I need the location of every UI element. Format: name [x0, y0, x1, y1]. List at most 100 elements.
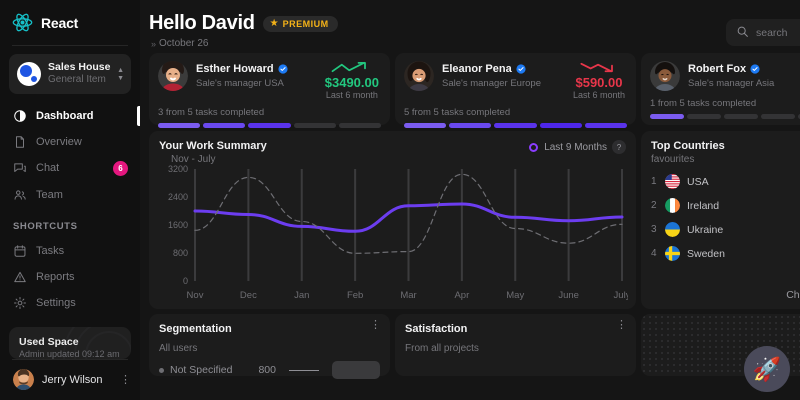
- more-vertical-icon[interactable]: ⋮: [616, 319, 627, 331]
- svg-text:Nov: Nov: [187, 290, 204, 301]
- stat-card-tasks-text: 5 from 5 tasks completed: [404, 107, 511, 118]
- sidebar-item-reports[interactable]: Reports: [0, 264, 140, 290]
- country-name: Ukraine: [687, 223, 724, 236]
- sidebar: React Sales House General Item ▲ ▼: [0, 0, 140, 400]
- stat-card-progress: [650, 114, 800, 119]
- svg-text:Dec: Dec: [240, 290, 257, 301]
- panel-subtitle: All users: [159, 343, 198, 354]
- stat-card-role: Sale's manager Europe: [442, 78, 541, 90]
- progress-segment: [687, 114, 721, 119]
- sidebar-item-label: Reports: [36, 270, 75, 283]
- svg-text:Jan: Jan: [294, 290, 309, 301]
- progress-segment: [203, 123, 246, 128]
- country-name: USA: [687, 175, 709, 188]
- dashboard-icon: [13, 109, 27, 123]
- panel-subtitle: favourites: [651, 154, 695, 165]
- stat-card-tasks-text: 3 from 5 tasks completed: [158, 107, 265, 118]
- stat-card-role: Sale's manager USA: [196, 78, 284, 90]
- check-all-button[interactable]: Check All: [786, 289, 800, 301]
- satisfaction-panel: Satisfaction ⋮ From all projects: [395, 314, 636, 376]
- more-vertical-icon[interactable]: ⋮: [120, 373, 131, 386]
- country-row-ukraine[interactable]: 3 Ukraine: [651, 222, 800, 237]
- svg-text:2400: 2400: [168, 192, 188, 202]
- progress-segment: [539, 123, 582, 128]
- country-rank: 2: [651, 200, 657, 211]
- legend-value: 800: [258, 364, 276, 376]
- sidebar-item-overview[interactable]: Overview: [0, 129, 140, 155]
- sidebar-item-chat[interactable]: Chat 6: [0, 155, 140, 182]
- stat-card-role: Sale's manager Asia: [688, 78, 775, 90]
- primary-nav: Dashboard Overview Cha: [0, 103, 140, 208]
- verified-badge-icon: [516, 64, 526, 74]
- chevron-updown-icon: ▲ ▼: [117, 66, 124, 82]
- sidebar-divider-bottom: [12, 359, 128, 360]
- progress-segment: [248, 123, 291, 128]
- stat-card-esther-howard[interactable]: Esther Howard Sale's manager USA: [149, 53, 390, 128]
- flag-sweden-icon: [665, 246, 680, 261]
- org-subtitle: General Item: [48, 74, 106, 86]
- breadcrumb-date: October 26: [159, 38, 209, 49]
- document-icon: [13, 135, 27, 149]
- org-switcher[interactable]: Sales House General Item ▲ ▼: [9, 54, 131, 94]
- stat-card-eleanor-pena[interactable]: Eleanor Pena Sale's manager Europe: [395, 53, 636, 128]
- panel-subtitle: From all projects: [405, 343, 479, 354]
- legend-color-swatch: [529, 143, 539, 152]
- verified-badge-icon: [278, 64, 288, 74]
- legend-swatch-box: [332, 361, 380, 379]
- more-vertical-icon[interactable]: ⋮: [370, 319, 381, 331]
- brand[interactable]: React: [0, 0, 140, 44]
- legend-connector: [289, 369, 319, 371]
- sidebar-item-label: Team: [36, 188, 63, 201]
- warning-triangle-icon: [13, 270, 27, 284]
- page-title: Hello David: [149, 12, 255, 34]
- segmentation-legend-row: Not Specified 800: [159, 361, 380, 379]
- progress-segment: [404, 123, 447, 128]
- greeting-block: Hello David ★ PREMIUM » October 26: [149, 12, 800, 49]
- progress-segment: [293, 123, 336, 128]
- used-space-widget: Used Space Admin updated 09:12 am Novemb…: [9, 326, 131, 359]
- flag-usa-icon: [665, 174, 680, 189]
- progress-segment: [650, 114, 684, 119]
- svg-text:July: July: [614, 290, 628, 301]
- main-content: Hello David ★ PREMIUM » October 26: [140, 0, 800, 400]
- stat-card-name: Eleanor Pena: [442, 63, 512, 75]
- stat-card-robert-fox[interactable]: Robert Fox Sale's manager Asia: [641, 53, 800, 125]
- stat-cards-row: Esther Howard Sale's manager USA: [140, 49, 800, 128]
- work-summary-panel: Your Work Summary Nov - July Last 9 Mont…: [149, 131, 636, 309]
- chart-legend[interactable]: Last 9 Months: [529, 140, 607, 153]
- atom-icon: [12, 12, 33, 33]
- current-user[interactable]: Jerry Wilson ⋮: [0, 360, 140, 400]
- sidebar-item-label: Chat: [36, 162, 60, 175]
- legend-label: Not Specified: [170, 364, 233, 376]
- svg-text:Apr: Apr: [454, 290, 469, 301]
- country-rank: 1: [651, 176, 657, 187]
- sidebar-item-dashboard[interactable]: Dashboard: [0, 103, 140, 129]
- flag-ukraine-icon: [665, 222, 680, 237]
- sidebar-item-settings[interactable]: Settings: [0, 290, 140, 316]
- search-icon: [736, 25, 749, 41]
- svg-text:Mar: Mar: [400, 290, 416, 301]
- country-rank: 4: [651, 248, 657, 259]
- progress-segment: [494, 123, 537, 128]
- country-row-ireland[interactable]: 2 Ireland: [651, 198, 800, 213]
- topbar: Hello David ★ PREMIUM » October 26: [140, 0, 800, 49]
- sidebar-item-team[interactable]: Team: [0, 182, 140, 208]
- avatar: [404, 61, 434, 91]
- search-placeholder: search: [756, 26, 788, 39]
- premium-label: PREMIUM: [282, 18, 329, 29]
- middle-row: Your Work Summary Nov - July Last 9 Mont…: [140, 125, 800, 309]
- legend-label: Last 9 Months: [544, 142, 607, 153]
- rocket-icon[interactable]: 🚀: [744, 346, 790, 392]
- country-row-usa[interactable]: 1: [651, 174, 800, 189]
- shortcuts-heading: SHORTCUTS: [13, 220, 78, 232]
- country-name: Sweden: [687, 247, 725, 260]
- sidebar-item-tasks[interactable]: Tasks: [0, 238, 140, 264]
- premium-badge: ★ PREMIUM: [262, 15, 338, 32]
- svg-text:0: 0: [183, 276, 188, 286]
- stat-card-amount: $590.00: [575, 75, 623, 90]
- search-input[interactable]: search: [726, 19, 800, 46]
- country-row-sweden[interactable]: 4 Sweden: [651, 246, 800, 261]
- chat-unread-badge: 6: [113, 160, 128, 176]
- trend-down-icon: [573, 61, 625, 74]
- question-mark-icon[interactable]: ?: [612, 140, 626, 154]
